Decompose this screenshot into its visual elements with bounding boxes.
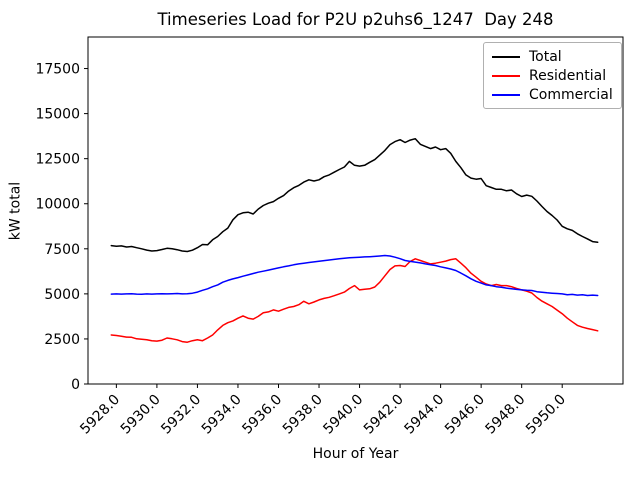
residential-line-swatch-icon bbox=[492, 74, 520, 77]
legend-label-residential: Residential bbox=[529, 67, 607, 84]
y-tick-label: 10000 bbox=[35, 197, 80, 213]
x-tick-label: 5930.0 bbox=[118, 392, 164, 438]
total-line-swatch-icon bbox=[492, 55, 520, 58]
x-tick-label: 5936.0 bbox=[239, 392, 285, 438]
y-tick-label: 5000 bbox=[44, 287, 80, 303]
legend-item-residential: Residential bbox=[492, 69, 613, 83]
legend-item-commercial: Commercial bbox=[492, 88, 613, 102]
legend: Total Residential Commercial bbox=[483, 42, 622, 109]
x-tick-label: 5938.0 bbox=[280, 392, 326, 438]
x-tick-label: 5950.0 bbox=[523, 392, 569, 438]
y-tick-label: 0 bbox=[71, 377, 80, 393]
legend-label-commercial: Commercial bbox=[529, 86, 613, 103]
x-tick-label: 5940.0 bbox=[320, 392, 366, 438]
series-line-commercial bbox=[110, 254, 599, 297]
y-tick-label: 2500 bbox=[44, 332, 80, 348]
x-tick-label: 5948.0 bbox=[483, 392, 529, 438]
legend-label-total: Total bbox=[529, 48, 562, 65]
y-tick-label: 17500 bbox=[35, 62, 80, 78]
axes-box bbox=[87, 36, 624, 385]
x-tick-label: 5942.0 bbox=[361, 392, 407, 438]
x-tick-label: 5928.0 bbox=[77, 392, 123, 438]
y-tick-label: 15000 bbox=[35, 107, 80, 123]
chart-title: Timeseries Load for P2U p2uhs6_1247 Day … bbox=[157, 10, 554, 29]
x-axis-label: Hour of Year bbox=[312, 446, 399, 462]
y-tick-label: 12500 bbox=[35, 152, 80, 168]
series-line-total bbox=[110, 137, 599, 253]
series-line-residential bbox=[110, 258, 599, 343]
x-tick-label: 5932.0 bbox=[158, 392, 204, 438]
legend-item-total: Total bbox=[492, 50, 613, 64]
x-tick-label: 5934.0 bbox=[199, 392, 245, 438]
x-tick-label: 5946.0 bbox=[442, 392, 488, 438]
commercial-line-swatch-icon bbox=[492, 93, 520, 96]
y-tick-label: 7500 bbox=[44, 242, 80, 258]
x-tick-label: 5944.0 bbox=[401, 392, 447, 438]
